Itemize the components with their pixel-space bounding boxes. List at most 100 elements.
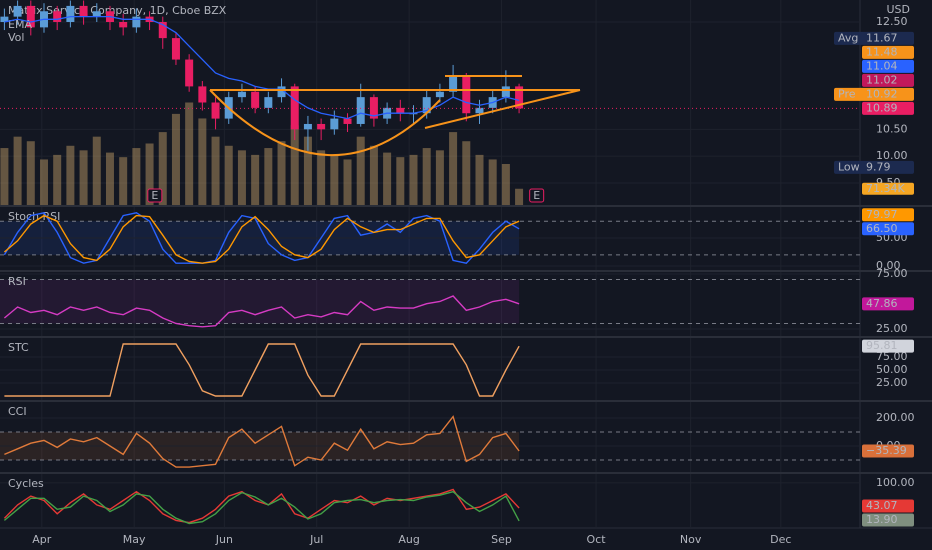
price-badge — [862, 297, 914, 311]
event-marker — [147, 188, 163, 203]
candle-body — [343, 118, 352, 124]
badge-value: 13.90 — [866, 513, 898, 526]
badge-value: 66.50 — [866, 222, 898, 235]
volume-bar — [13, 136, 22, 205]
y-tick-label: 25.00 — [876, 376, 908, 389]
badge-name: Pre — [838, 87, 856, 100]
y-tick-label: 12.50 — [876, 15, 908, 28]
indicator-line — [3, 214, 520, 264]
volume-bar — [26, 141, 35, 205]
price-badge — [862, 339, 914, 353]
candle-body — [13, 5, 22, 17]
volume-bar — [501, 164, 510, 205]
price-badge — [834, 87, 914, 101]
indicator-line — [3, 488, 520, 524]
candle-body — [369, 97, 378, 119]
badge-value: 11.48 — [866, 45, 898, 58]
candle-body — [449, 75, 458, 92]
volume-bar — [211, 136, 220, 205]
price-badge — [862, 444, 914, 458]
y-tick-label: 75.00 — [876, 350, 908, 363]
pane-title: STC — [8, 341, 29, 354]
price-badge — [862, 73, 914, 87]
volume-bar — [462, 141, 471, 205]
candle-body — [119, 22, 128, 28]
pane-title: Stoch RSI — [8, 210, 60, 223]
pane-title: Matrix Service Company, 1D, Cboe BZX — [8, 4, 227, 17]
volume-bar — [396, 157, 405, 205]
y-tick-label: 0.00 — [876, 259, 901, 272]
candle-body — [330, 118, 339, 130]
badge-value: 9.79 — [866, 160, 891, 173]
volume-bar — [132, 148, 141, 205]
y-tick-label: 50.00 — [876, 363, 908, 376]
event-label: E — [151, 189, 158, 202]
candle-body — [277, 86, 286, 98]
volume-bar — [488, 159, 497, 205]
price-badge — [834, 31, 914, 45]
volume-bar — [53, 154, 62, 205]
candle-body — [79, 5, 88, 17]
indicator-line — [3, 490, 520, 525]
volume-bar — [369, 145, 378, 205]
volume-bar — [449, 132, 458, 205]
volume-bar — [435, 150, 444, 205]
pane-title: RSI — [8, 275, 26, 288]
candle-body — [303, 123, 312, 130]
pattern-annotation — [209, 75, 581, 156]
volume-bar — [383, 152, 392, 205]
badge-value: 11.02 — [866, 73, 898, 86]
volume-bar — [303, 136, 312, 205]
volume-bar — [343, 159, 352, 205]
volume-bar — [356, 136, 365, 205]
candle-body — [171, 38, 180, 60]
y-tick-label: 200.00 — [876, 411, 915, 424]
candle-body — [435, 91, 444, 98]
volume-bar — [330, 154, 339, 205]
badge-value: 11.04 — [866, 59, 898, 72]
x-tick-label: Oct — [587, 533, 607, 546]
x-tick-label: Jun — [215, 533, 233, 546]
volume-bar — [264, 148, 273, 205]
x-tick-label: Jul — [309, 533, 323, 546]
volume-bar — [422, 148, 431, 205]
badge-value: 43.07 — [866, 499, 898, 512]
cup-curve — [209, 89, 441, 156]
y-tick-label: 10.00 — [876, 149, 908, 162]
support-line — [424, 89, 581, 129]
volume-bar — [475, 154, 484, 205]
badge-value: −35.39 — [866, 444, 907, 457]
volume-bar — [66, 145, 75, 205]
candle-body — [462, 75, 471, 114]
candle-body — [53, 11, 62, 23]
candle-body — [132, 16, 141, 28]
price-badge — [862, 513, 914, 527]
badge-value: 47.86 — [866, 297, 898, 310]
band-fill — [0, 279, 520, 324]
volume-bar — [185, 102, 194, 205]
price-badge — [862, 499, 914, 513]
candle-body — [422, 97, 431, 114]
volume-bar — [158, 132, 167, 205]
badge-name: Low — [838, 160, 860, 173]
volume-bar — [290, 125, 299, 205]
x-tick-label: Apr — [32, 533, 52, 546]
candle-body — [158, 22, 167, 39]
candle-body — [211, 102, 220, 119]
candle-body — [290, 86, 299, 130]
volume-bar — [0, 148, 9, 205]
price-badge — [862, 222, 914, 236]
event-marker — [529, 188, 545, 203]
y-tick-label: 10.50 — [876, 122, 908, 135]
badge-value: 11.67 — [866, 31, 898, 44]
indicator-line — [4, 415, 520, 468]
volume-bar — [92, 136, 101, 205]
volume-bar — [145, 143, 154, 205]
volume-bar — [409, 154, 418, 205]
volume-bar — [224, 145, 233, 205]
y-tick-label: 100.00 — [876, 476, 915, 489]
candle-body — [317, 123, 326, 130]
y-tick-label: 25.00 — [876, 322, 908, 335]
badge-value: 79.97 — [866, 208, 898, 221]
volume-badge-label: 71.34K — [866, 182, 905, 195]
